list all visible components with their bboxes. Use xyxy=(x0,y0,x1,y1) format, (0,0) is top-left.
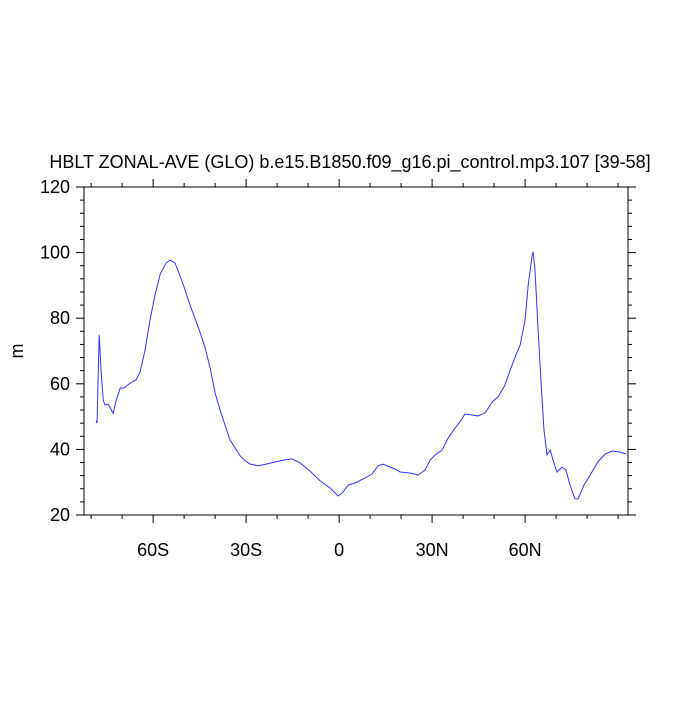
x-tick-label: 60S xyxy=(137,540,169,560)
plot-frame xyxy=(83,186,629,516)
x-tick-label: 30N xyxy=(416,540,449,560)
data-line xyxy=(95,251,627,500)
y-tick-label: 100 xyxy=(40,243,70,263)
x-tick-label: 30S xyxy=(230,540,262,560)
y-tick-label: 20 xyxy=(50,505,70,525)
x-tick-label: 60N xyxy=(509,540,542,560)
y-axis-label: m xyxy=(7,344,27,359)
y-tick-label: 80 xyxy=(50,308,70,328)
y-tick-label: 60 xyxy=(50,374,70,394)
y-tick-label: 40 xyxy=(50,439,70,459)
x-tick-label: 0 xyxy=(334,540,344,560)
chart-title: HBLT ZONAL-AVE (GLO) b.e15.B1850.f09_g16… xyxy=(49,152,650,173)
y-tick-label: 120 xyxy=(40,177,70,197)
